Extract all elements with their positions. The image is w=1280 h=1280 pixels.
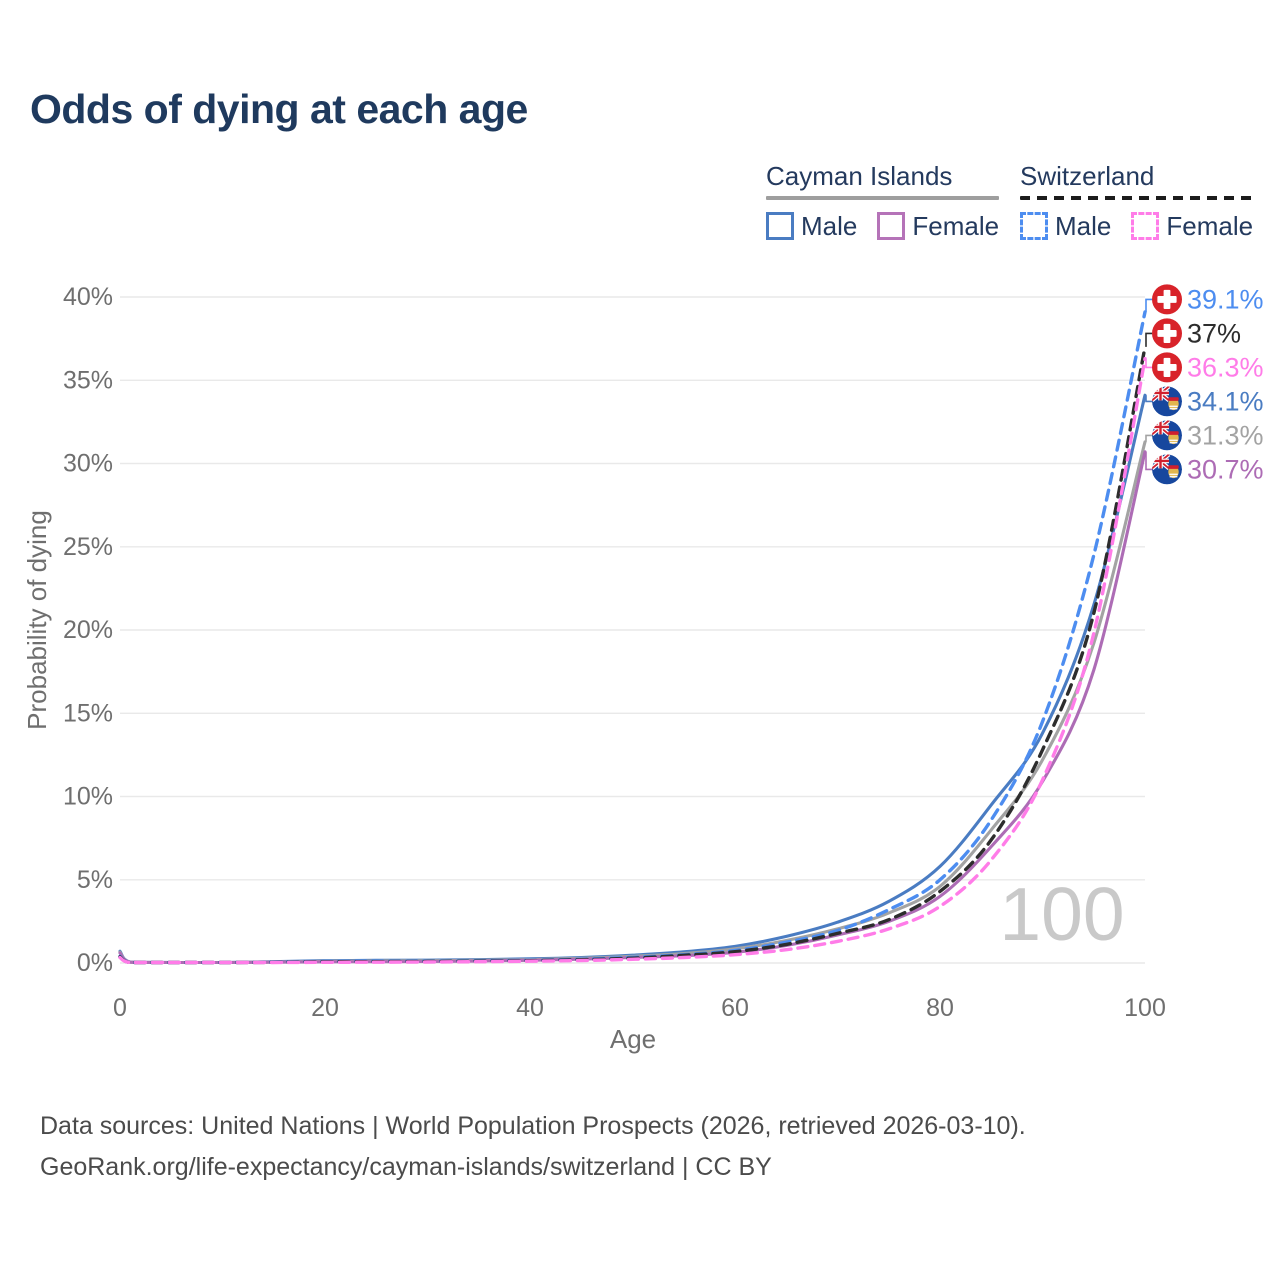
legend-item-switzerland-female[interactable]: Female: [1131, 211, 1253, 242]
y-tick-label: 15%: [63, 699, 113, 727]
legend-item-switzerland-male[interactable]: Male: [1020, 211, 1111, 242]
legend-linestyle-sample-dashed: [1020, 195, 1254, 200]
legend-item-cayman-islands-male[interactable]: Male: [766, 211, 857, 242]
legend-swatch-dashed[interactable]: [1131, 212, 1160, 241]
legend-item-label: Male: [1055, 210, 1112, 241]
flag-icon-switzerland-both-sexes: [1152, 318, 1182, 349]
legend-item-label: Female: [1166, 210, 1254, 241]
series-line-cayman-islands-both-sexes: [118, 440, 1147, 965]
legend-item-label: Male: [801, 210, 858, 241]
footer-attribution: GeoRank.org/life-expectancy/cayman-islan…: [40, 1152, 772, 1181]
flag-icon-cayman-islands-male: [1152, 386, 1182, 417]
y-tick-label: 10%: [63, 783, 113, 811]
x-tick-label: 80: [926, 994, 954, 1022]
end-label-connector-cayman-islands-female: [1145, 451, 1152, 471]
legend-linestyle-sample-solid: [766, 195, 1000, 200]
legend-item-label: Female: [912, 210, 1000, 241]
y-tick-label: 5%: [77, 866, 113, 894]
x-tick-label: 40: [516, 994, 544, 1022]
series-line-switzerland-male: [118, 310, 1147, 965]
footer-data-sources: Data sources: United Nations | World Pop…: [40, 1112, 1026, 1140]
end-label-connector-cayman-islands-both-sexes: [1145, 434, 1152, 442]
y-axis-title: Probability of dying: [22, 510, 52, 730]
legend-item-cayman-islands-female[interactable]: Female: [877, 211, 999, 242]
end-label-connector-switzerland-both-sexes: [1145, 332, 1152, 347]
end-label-connector-cayman-islands-male: [1145, 395, 1152, 403]
y-tick-label: 40%: [63, 283, 113, 311]
legend-swatch-solid[interactable]: [877, 212, 906, 241]
end-value-label-cayman-islands-male: 34.1%: [1187, 386, 1264, 416]
legend-group-cayman-islands: Cayman Islands Male Female: [766, 161, 1000, 242]
legend-swatch-dashed[interactable]: [1020, 212, 1048, 241]
series-line-cayman-islands-female: [118, 450, 1147, 965]
x-axis-title: Age: [610, 1024, 656, 1054]
legend-swatch-solid[interactable]: [766, 212, 794, 241]
footer: Data sources: United Nations | World Pop…: [40, 1106, 1026, 1187]
y-tick-label: 30%: [63, 450, 113, 478]
y-tick-label: 0%: [77, 949, 113, 977]
series-line-switzerland-female: [118, 356, 1147, 965]
y-tick-label: 20%: [63, 616, 113, 644]
end-label-connector-switzerland-female: [1145, 358, 1152, 369]
x-tick-label: 100: [1124, 994, 1166, 1022]
flag-icon-switzerland-female: [1152, 352, 1182, 383]
flag-icon-cayman-islands-both-sexes: [1152, 420, 1182, 451]
end-value-label-cayman-islands-both-sexes: 31.3%: [1187, 420, 1264, 450]
legend-country-label: Switzerland: [1020, 161, 1155, 191]
end-value-label-cayman-islands-female: 30.7%: [1187, 454, 1264, 484]
y-tick-label: 35%: [63, 366, 113, 394]
y-tick-label: 25%: [63, 533, 113, 561]
series-line-cayman-islands-male: [118, 393, 1147, 965]
end-value-label-switzerland-female: 36.3%: [1187, 352, 1264, 382]
end-value-label-switzerland-male: 39.1%: [1187, 284, 1264, 314]
x-tick-label: 20: [311, 994, 339, 1022]
series-line-switzerland-both-sexes: [118, 345, 1147, 965]
age-hover-watermark: 100: [999, 872, 1124, 956]
legend-group-switzerland: Switzerland Male Female: [1020, 161, 1254, 242]
x-tick-label: 0: [113, 994, 127, 1022]
x-tick-label: 60: [721, 994, 749, 1022]
flag-icon-cayman-islands-female: [1152, 454, 1182, 485]
end-label-connector-switzerland-male: [1145, 298, 1152, 312]
legend-country-label: Cayman Islands: [766, 161, 953, 191]
end-value-label-switzerland-both-sexes: 37%: [1187, 318, 1241, 348]
page-title: Odds of dying at each age: [30, 86, 528, 132]
flag-icon-switzerland-male: [1152, 284, 1182, 315]
